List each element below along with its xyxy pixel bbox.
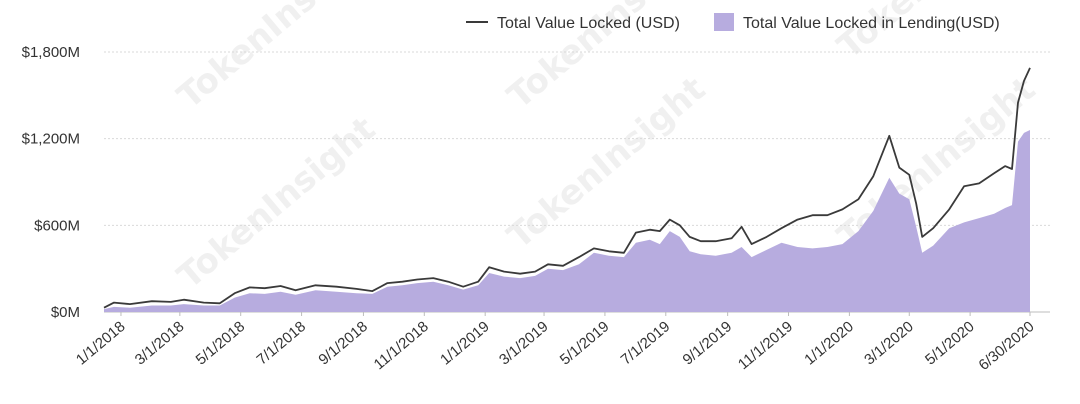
x-tick-label: 6/30/2020 — [976, 318, 1038, 374]
lending-area-layer — [104, 130, 1030, 312]
x-tick-label: 1/1/2019 — [437, 318, 493, 369]
x-tick-label: 5/1/2019 — [557, 318, 613, 369]
x-tick-label: 1/1/2020 — [801, 318, 857, 369]
y-tick-label: $1,200M — [22, 131, 80, 148]
x-tick-label: 5/1/2020 — [922, 318, 978, 369]
x-tick-label: 5/1/2018 — [193, 318, 249, 369]
y-axis: $0M $600M $1,200M $1,800M — [22, 44, 80, 321]
watermark-text: TokenInsight — [170, 109, 383, 297]
legend-label-lending: Total Value Locked in Lending(USD) — [743, 15, 1000, 32]
x-tick-label: 3/1/2018 — [132, 318, 188, 369]
series-line-tvl — [103, 67, 1031, 309]
x-axis: 1/1/2018 3/1/2018 5/1/2018 7/1/2018 9/1/2018… — [73, 312, 1038, 374]
x-tick-label: 11/1/2019 — [735, 318, 796, 373]
x-tick-label: 3/1/2019 — [496, 318, 552, 369]
y-tick-label: $600M — [34, 217, 80, 234]
tvl-line-layer — [103, 67, 1031, 309]
x-tick-label: 11/1/2018 — [371, 318, 432, 373]
x-tick-label: 7/1/2019 — [618, 318, 674, 369]
x-tick-label: 3/1/2020 — [861, 318, 917, 369]
y-tick-label: $0M — [51, 304, 80, 321]
legend-label-tvl: Total Value Locked (USD) — [497, 15, 680, 32]
x-tick-label: 7/1/2018 — [253, 318, 309, 369]
x-tick-label: 9/1/2019 — [680, 318, 736, 369]
legend: Total Value Locked (USD) Total Value Lock… — [466, 13, 1000, 32]
legend-area-swatch — [714, 13, 734, 31]
watermark-text: TokenInsight — [170, 0, 383, 117]
y-tick-label: $1,800M — [22, 44, 80, 61]
series-area-lending — [104, 130, 1030, 312]
x-tick-label: 1/1/2018 — [73, 318, 129, 369]
watermark-text: TokenInsight — [830, 0, 1043, 67]
x-tick-label: 9/1/2018 — [315, 318, 371, 369]
